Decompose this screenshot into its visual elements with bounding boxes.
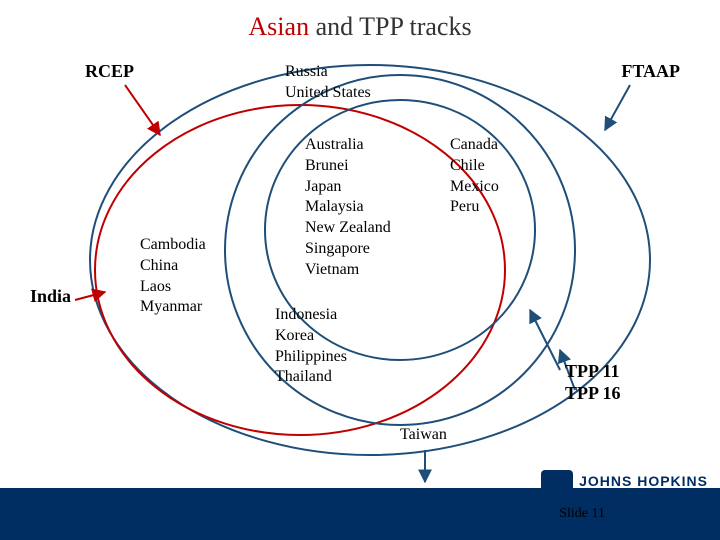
rcep-arrow	[125, 85, 160, 135]
ftaap-arrow	[605, 85, 630, 130]
group-center: Australia Brunei Japan Malaysia New Zeal…	[305, 135, 391, 281]
group-bottom: Indonesia Korea Philippines Thailand	[275, 305, 347, 388]
group-right: Canada Chile Mexico Peru	[450, 135, 499, 218]
taiwan-label: Taiwan	[400, 425, 447, 446]
shield-icon	[541, 470, 573, 510]
tpp16-label: TPP 16	[565, 382, 621, 405]
india-label: India	[30, 285, 71, 308]
group-top: Russia United States	[285, 62, 371, 104]
logo-text: JOHNS HOPKINS SCHOOL of ADVANCED INTERNA…	[579, 474, 708, 507]
ftaap-label: FTAAP	[621, 60, 680, 83]
india-arrow	[75, 292, 105, 300]
tpp11-label: TPP 11	[565, 360, 620, 383]
rcep-label: RCEP	[85, 60, 134, 83]
slide-number: Slide 11	[559, 506, 605, 522]
group-left: Cambodia China Laos Myanmar	[140, 235, 206, 318]
